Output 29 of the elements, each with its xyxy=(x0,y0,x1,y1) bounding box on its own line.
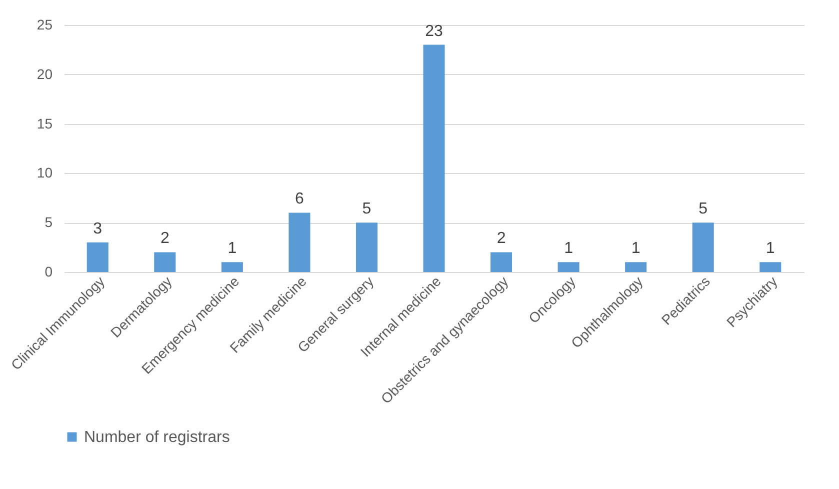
data-label: 2 xyxy=(496,230,506,248)
data-label: 1 xyxy=(564,240,574,258)
y-tick-label: 20 xyxy=(36,66,53,82)
bar xyxy=(86,242,108,272)
data-label: 5 xyxy=(362,200,372,218)
data-label: 2 xyxy=(160,230,170,248)
bar xyxy=(221,262,243,272)
bar xyxy=(692,222,714,272)
y-tick-label: 25 xyxy=(36,16,53,32)
data-label: 23 xyxy=(425,22,443,40)
bar xyxy=(760,262,782,272)
bar xyxy=(288,212,310,272)
data-label: 1 xyxy=(228,240,237,258)
bar xyxy=(154,252,176,272)
y-tick-label: 15 xyxy=(36,115,53,132)
bar xyxy=(558,262,580,272)
bar xyxy=(423,44,445,272)
data-label: 5 xyxy=(698,200,708,218)
bar xyxy=(625,262,647,272)
bar xyxy=(356,222,378,272)
legend-label: Number of registrars xyxy=(84,429,230,446)
y-tick-label: 5 xyxy=(44,214,53,230)
data-label: 1 xyxy=(766,240,775,258)
y-tick-label: 10 xyxy=(36,164,53,181)
bar xyxy=(490,252,512,272)
data-label: 6 xyxy=(295,190,304,208)
y-tick-label: 0 xyxy=(44,264,53,280)
data-label: 3 xyxy=(93,220,102,238)
data-label: 1 xyxy=(631,240,640,258)
